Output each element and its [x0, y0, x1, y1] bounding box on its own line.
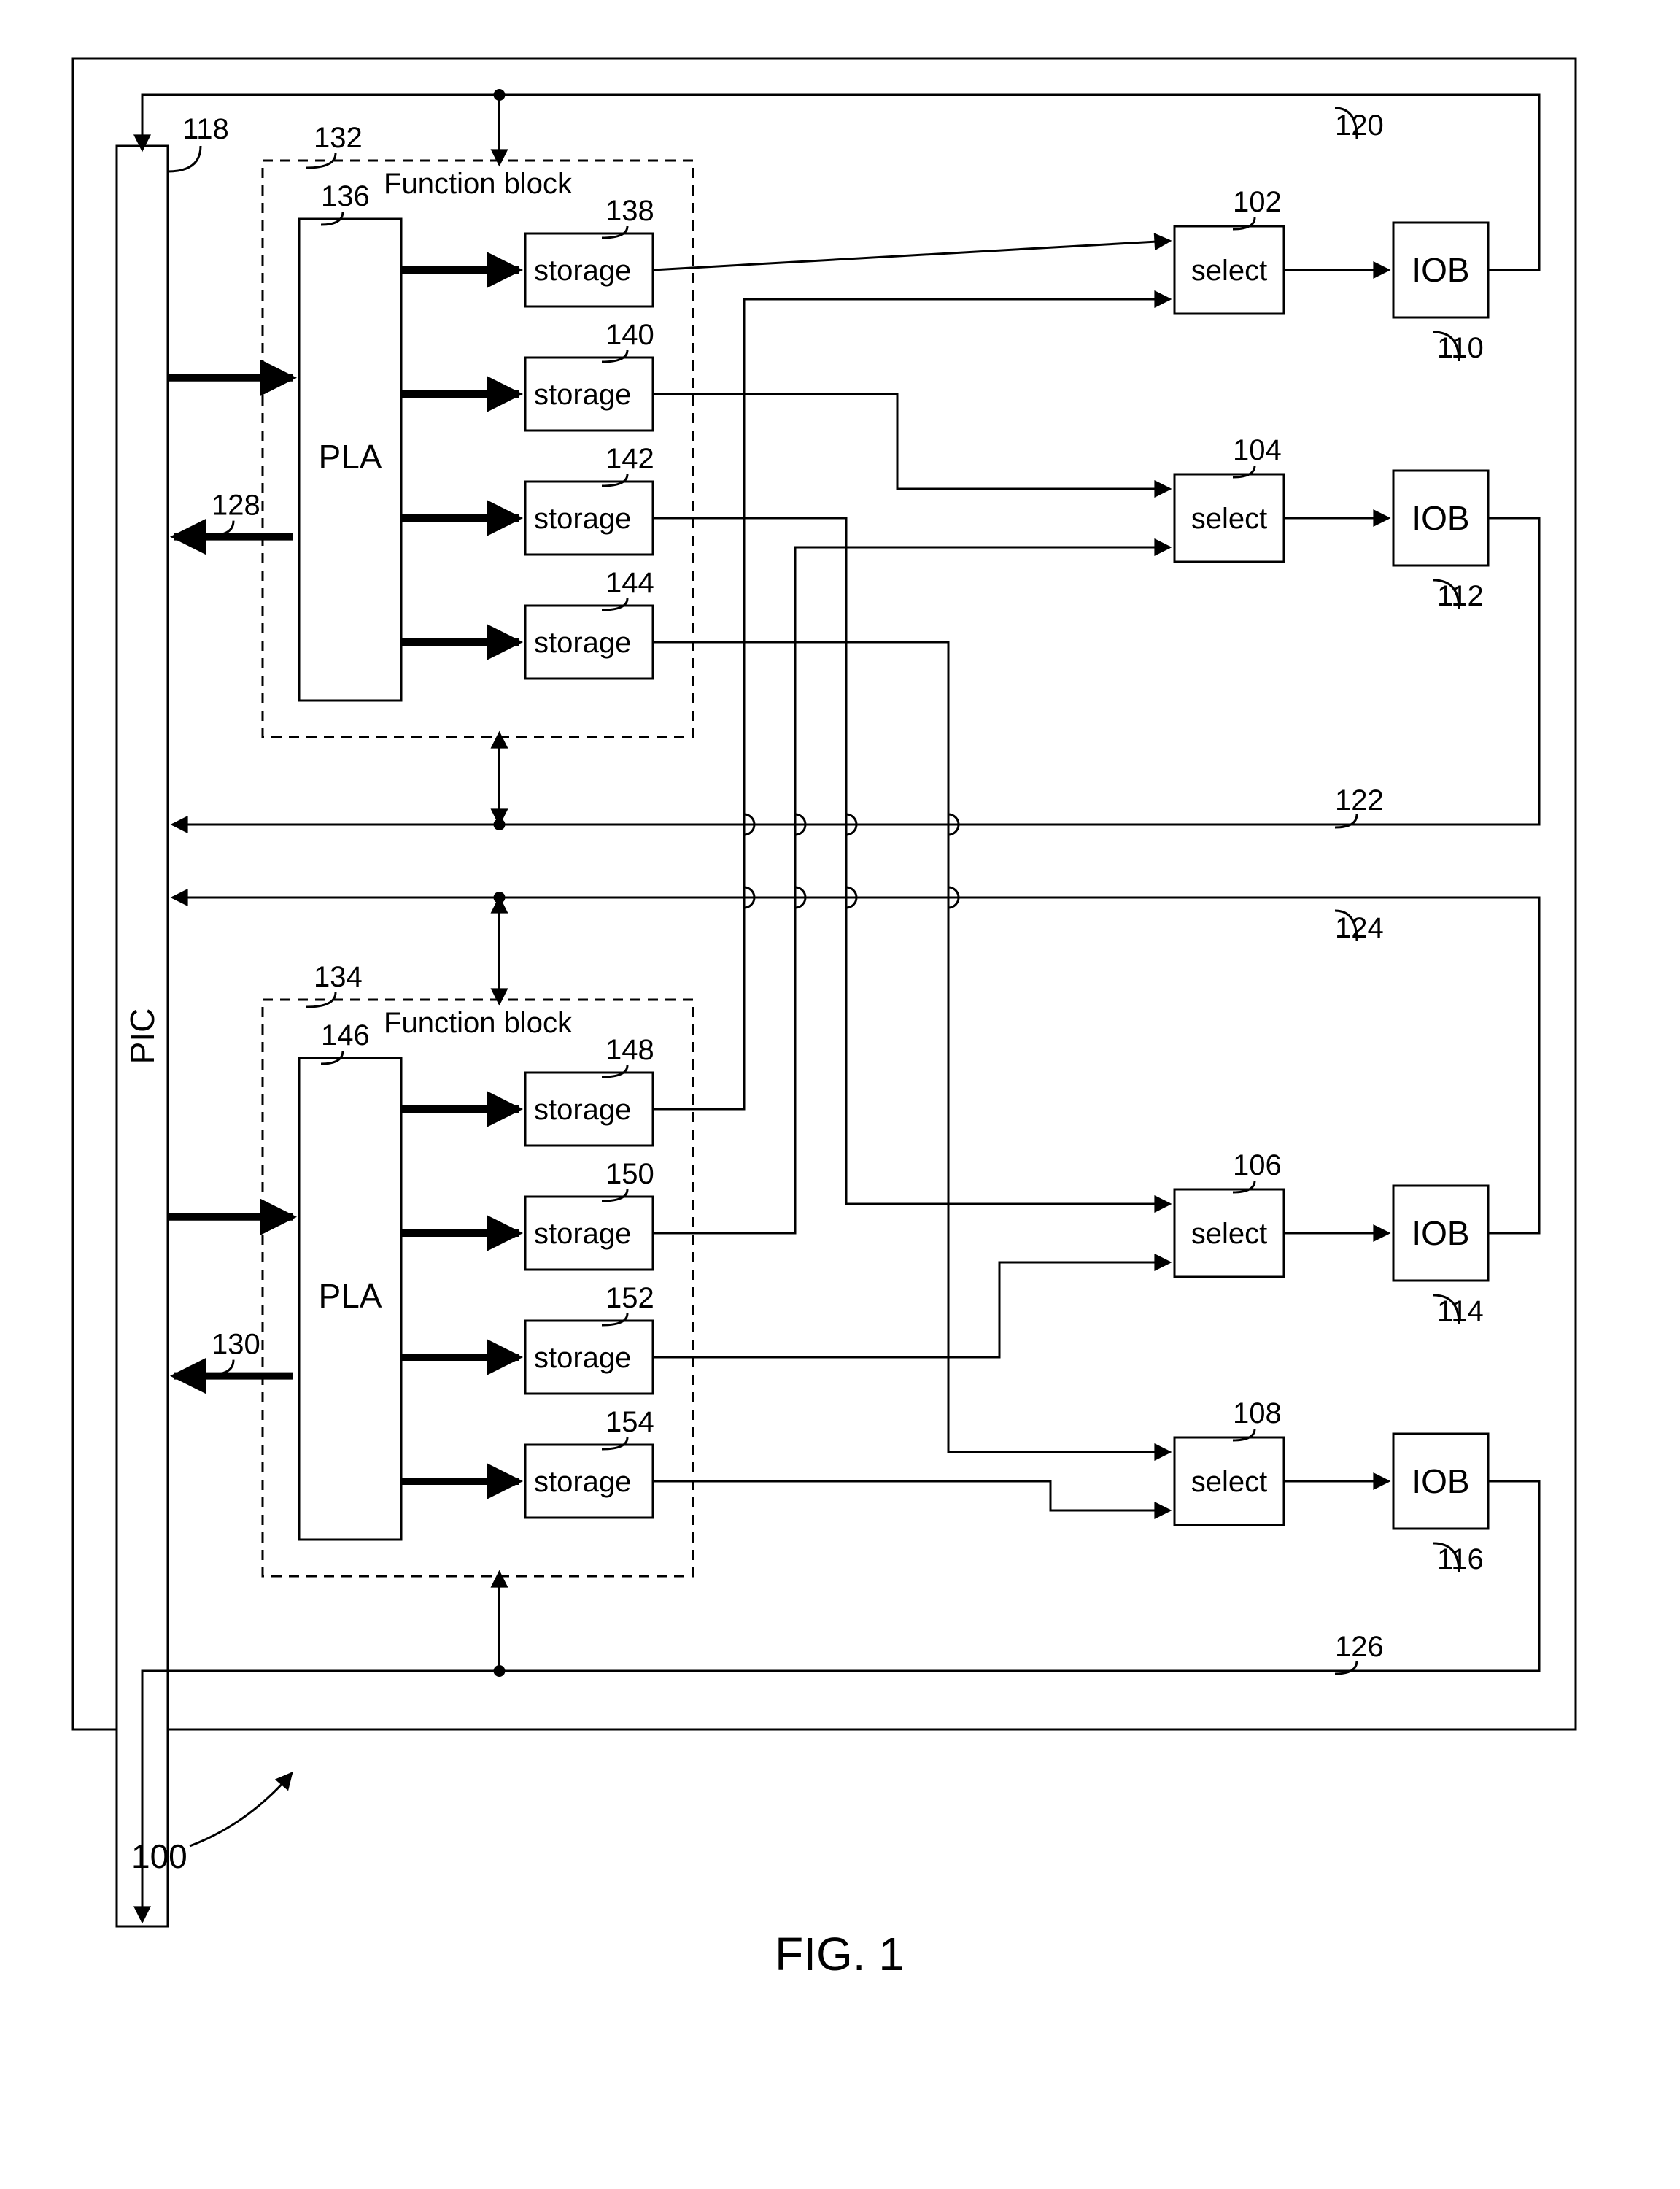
select-ref: 102 — [1233, 186, 1282, 218]
storage-label: storage — [534, 1342, 631, 1374]
storage-ref: 144 — [605, 567, 654, 599]
ref-126: 126 — [1335, 1631, 1384, 1663]
ref-122: 122 — [1335, 784, 1384, 816]
fb-title: Function block — [384, 1007, 573, 1039]
storage-label: storage — [534, 1218, 631, 1250]
storage-label: storage — [534, 1466, 631, 1498]
pic-in-ref: 130 — [212, 1329, 260, 1361]
storage-ref: 138 — [605, 195, 654, 227]
select-label: select — [1191, 1466, 1268, 1498]
fb-title: Function block — [384, 168, 573, 200]
storage-ref: 148 — [605, 1034, 654, 1066]
fb-ref: 134 — [314, 961, 363, 993]
pla-label: PLA — [319, 1277, 382, 1315]
ref-100: 100 — [131, 1837, 187, 1875]
storage-label: storage — [534, 627, 631, 659]
storage-ref: 154 — [605, 1406, 654, 1438]
iob-label: IOB — [1412, 251, 1469, 289]
ref-124: 124 — [1335, 912, 1384, 944]
select-ref: 108 — [1233, 1397, 1282, 1429]
storage-label: storage — [534, 255, 631, 287]
iob-label: IOB — [1412, 1214, 1469, 1252]
fb-ref: 132 — [314, 122, 363, 154]
ref-120: 120 — [1335, 109, 1384, 142]
select-label: select — [1191, 255, 1268, 287]
select-ref: 106 — [1233, 1149, 1282, 1181]
iob-label: IOB — [1412, 1462, 1469, 1500]
iob-ref: 112 — [1437, 580, 1484, 612]
storage-ref: 150 — [605, 1158, 654, 1190]
iob-ref: 116 — [1437, 1543, 1484, 1575]
storage-ref: 152 — [605, 1282, 654, 1314]
pla-ref: 146 — [321, 1019, 370, 1051]
storage-ref: 142 — [605, 443, 654, 475]
block-diagram: PIC 118 Function block 132 PLA 136 128 storage 1… — [0, 0, 1680, 2189]
storage-label: storage — [534, 1094, 631, 1126]
pla-label: PLA — [319, 438, 382, 476]
iob-ref: 114 — [1437, 1295, 1484, 1327]
iob-ref: 110 — [1437, 332, 1484, 364]
svg-text:PIC: PIC — [123, 1008, 161, 1065]
ref-118: 118 — [182, 113, 229, 145]
select-ref: 104 — [1233, 434, 1282, 466]
storage-label: storage — [534, 503, 631, 535]
select-label: select — [1191, 1218, 1268, 1250]
pic-in-ref: 128 — [212, 490, 260, 522]
select-label: select — [1191, 503, 1268, 535]
iob-label: IOB — [1412, 499, 1469, 537]
storage-ref: 140 — [605, 319, 654, 351]
figure-label: FIG. 1 — [775, 1928, 905, 1980]
storage-label: storage — [534, 379, 631, 411]
pla-ref: 136 — [321, 180, 370, 212]
